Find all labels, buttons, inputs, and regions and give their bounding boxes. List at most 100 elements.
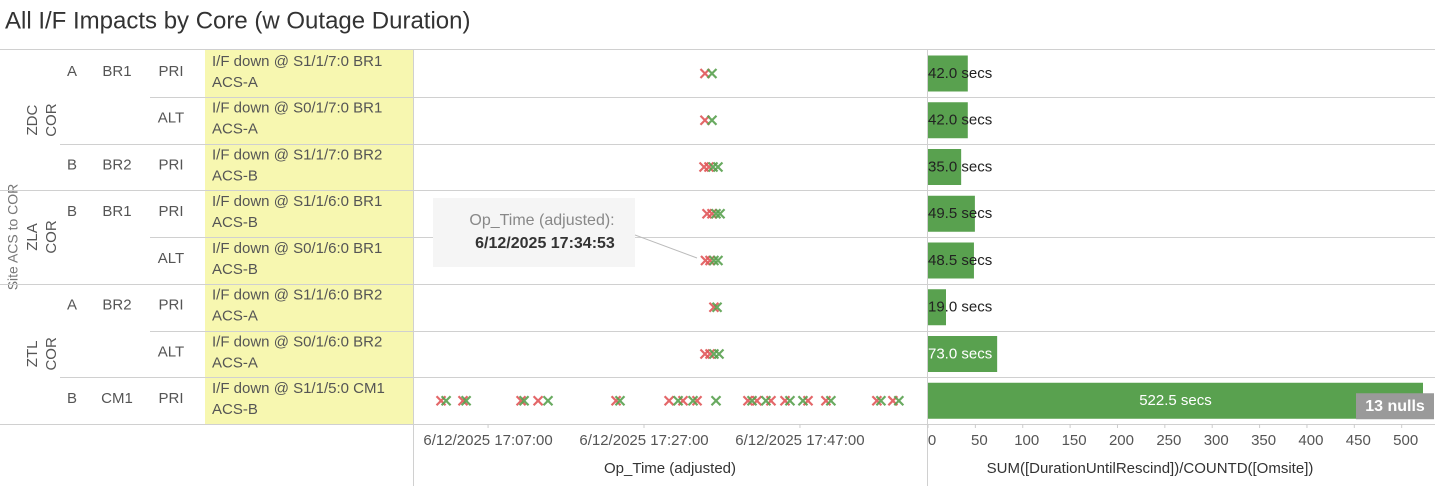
interface-label: ACS-A [212, 121, 258, 138]
tooltip-label: Op_Time (adjusted): [469, 212, 614, 229]
x-mark-stroke [825, 395, 837, 407]
link-label: PRI [158, 390, 183, 407]
x-tick-label: 200 [1109, 432, 1134, 449]
site-label: ZTL [24, 341, 41, 368]
x-mark [712, 255, 724, 266]
x-tick-label: 250 [1156, 432, 1181, 449]
x-mark-stroke [440, 395, 452, 407]
x-mark-stroke [663, 395, 675, 407]
x-mark [893, 395, 905, 407]
router-label: BR2 [102, 297, 131, 314]
bar [928, 289, 946, 326]
bar [928, 195, 975, 232]
x-mark-stroke [712, 255, 724, 266]
interface-label: ACS-A [212, 74, 258, 91]
x-tick-label: 500 [1393, 432, 1418, 449]
router-label: BR2 [102, 156, 131, 173]
link-label: ALT [158, 343, 184, 360]
x-mark-stroke [610, 395, 622, 407]
x-mark [875, 395, 887, 407]
x-mark [704, 348, 716, 360]
x-mark-stroke [797, 395, 809, 407]
x-mark-stroke [457, 395, 469, 407]
x-mark [797, 395, 809, 407]
x-mark-stroke [760, 395, 772, 407]
x-mark [518, 395, 530, 407]
x-mark [760, 395, 772, 407]
x-mark [515, 395, 527, 407]
x-mark-stroke [710, 395, 722, 407]
router-label: BR1 [102, 203, 131, 220]
x-mark [704, 255, 716, 266]
x-mark-stroke [712, 161, 724, 173]
x-mark-stroke [703, 161, 715, 173]
side-label: B [67, 156, 77, 173]
x-mark-stroke [706, 114, 718, 126]
bar-label: 522.5 secs [1139, 392, 1212, 409]
x-mark-stroke [708, 255, 720, 266]
x-mark [610, 395, 622, 407]
tooltip-box [433, 198, 635, 267]
x-mark [460, 395, 472, 407]
tooltip-value: 6/12/2025 17:34:53 [475, 235, 615, 252]
x-mark-stroke [515, 395, 527, 407]
null-badge-label: 13 nulls [1365, 398, 1425, 415]
interface-label: I/F down @ S0/1/7:0 BR1 [212, 100, 382, 117]
x-mark-stroke [614, 395, 626, 407]
x-axis-title: Op_Time (adjusted) [604, 460, 736, 477]
bar [928, 336, 998, 372]
x-mark-stroke [687, 395, 699, 407]
x-mark [614, 395, 626, 407]
x-mark-stroke [871, 395, 883, 407]
bar-label: 49.5 secs [928, 205, 992, 222]
x-mark [457, 395, 469, 407]
site-label: COR [43, 103, 60, 137]
x-mark [742, 395, 754, 407]
link-label: PRI [158, 63, 183, 80]
x-mark [706, 208, 718, 220]
interface-label: ACS-B [212, 401, 258, 418]
bar [928, 382, 1423, 419]
bar-label: 35.0 secs [928, 158, 992, 175]
link-label: PRI [158, 156, 183, 173]
x-mark-stroke [704, 255, 716, 266]
x-mark [871, 395, 883, 407]
bar-label: 48.5 secs [928, 252, 992, 269]
x-mark [746, 395, 758, 407]
tooltip: Op_Time (adjusted): 6/12/2025 17:34:53 [433, 198, 698, 267]
x-mark [825, 395, 837, 407]
x-mark-stroke [704, 348, 716, 360]
x-tick-label: 100 [1014, 432, 1039, 449]
row-axis-label: Site ACS to COR [5, 184, 21, 291]
x-mark [710, 208, 722, 220]
x-mark-stroke [784, 395, 796, 407]
x-mark [691, 395, 703, 407]
bar-label: 42.0 secs [928, 112, 992, 129]
interface-label: I/F down @ S1/1/5:0 CM1 [212, 380, 385, 397]
x-mark [542, 395, 554, 407]
interface-label: I/F down @ S1/1/7:0 BR1 [212, 53, 382, 70]
x-tick-label: 0 [928, 432, 936, 449]
x-mark [532, 395, 544, 407]
x-mark-stroke [893, 395, 905, 407]
x-tick-label: 50 [971, 432, 988, 449]
x-mark [663, 395, 675, 407]
tooltip-leader [634, 234, 698, 259]
side-label: B [67, 390, 77, 407]
link-label: PRI [158, 297, 183, 314]
bar-label: 42.0 secs [928, 65, 992, 82]
x-tick-label: 150 [1062, 432, 1087, 449]
interface-label: ACS-A [212, 308, 258, 325]
router-label: CM1 [101, 390, 133, 407]
x-mark-stroke [746, 395, 758, 407]
bar [928, 242, 974, 279]
x-mark [784, 395, 796, 407]
x-mark [712, 161, 724, 173]
x-axis-title: SUM([DurationUntilRescind])/COUNTD([Omsi… [987, 460, 1314, 477]
x-mark [706, 114, 718, 126]
x-mark [708, 255, 720, 266]
x-mark-stroke [875, 395, 887, 407]
title: All I/F Impacts by Core (w Outage Durati… [5, 7, 471, 34]
x-mark-stroke [532, 395, 544, 407]
null-badge [1356, 393, 1434, 420]
